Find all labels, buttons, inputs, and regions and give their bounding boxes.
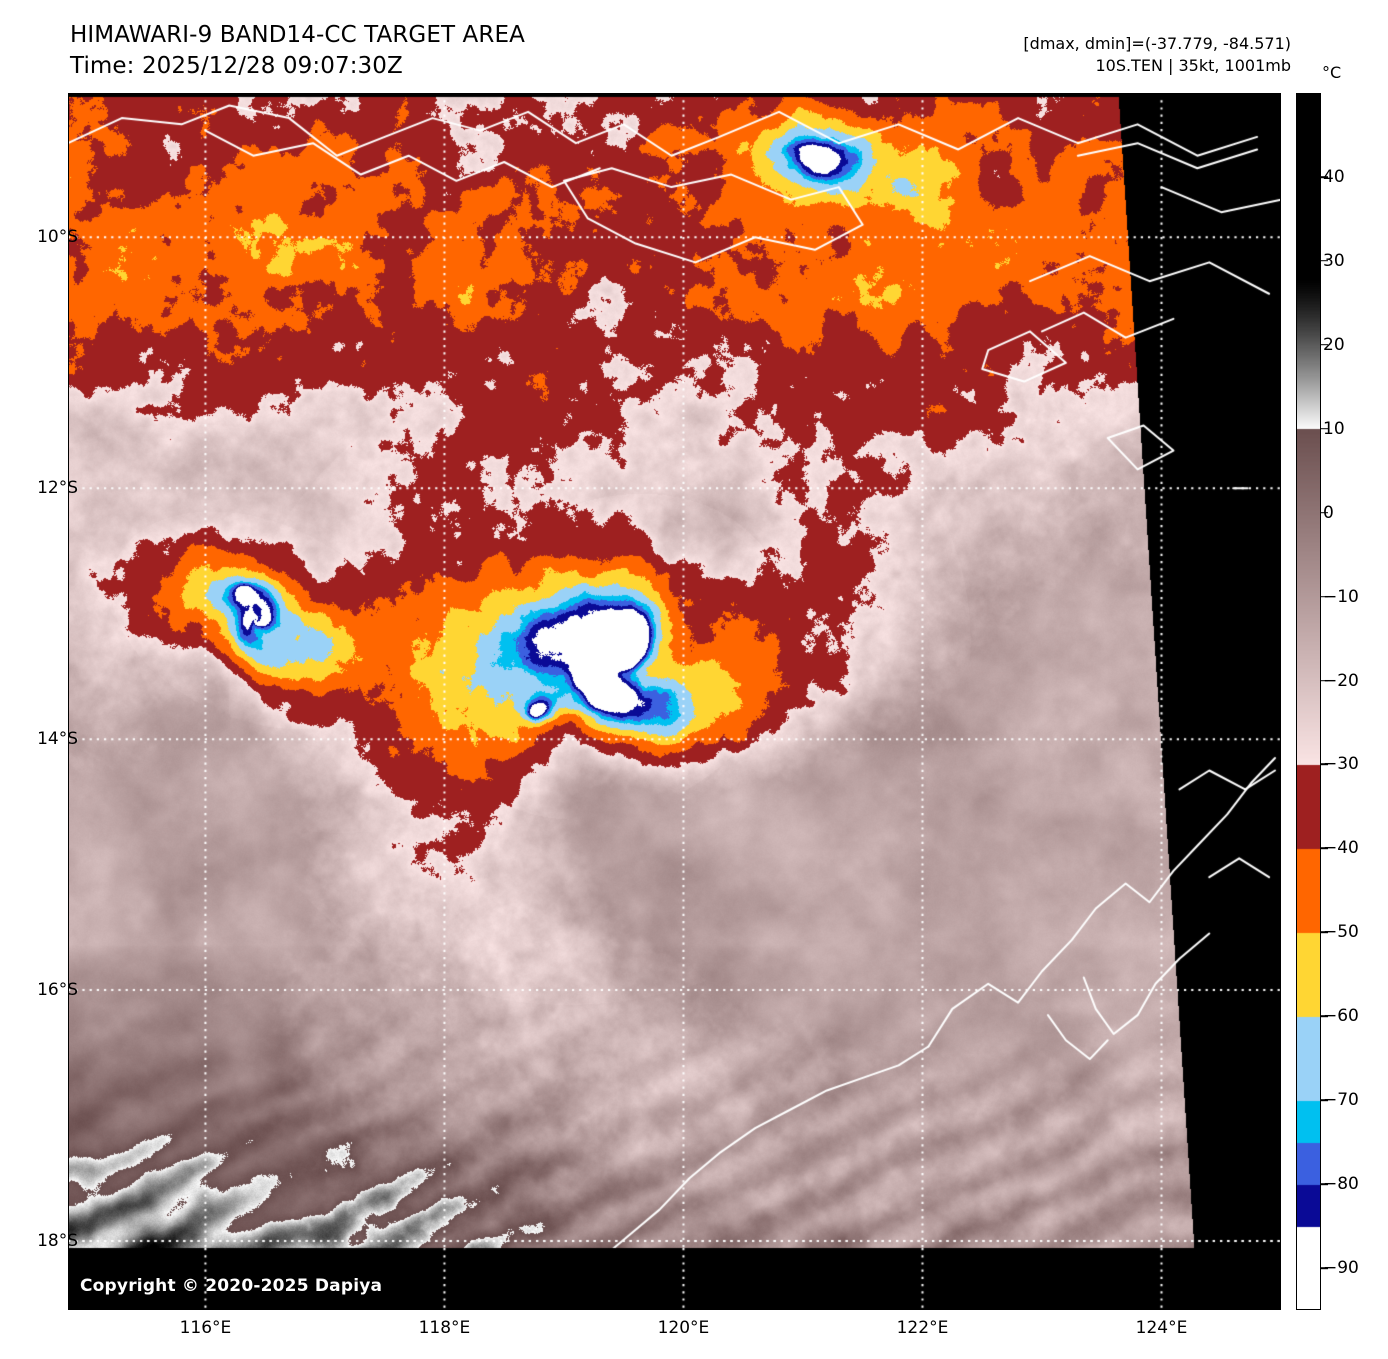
y-tick-label: 10°S xyxy=(37,227,78,248)
y-tick-label: 14°S xyxy=(37,729,78,750)
metadata-block: [dmax, dmin]=(-37.779, -84.571) 10S.TEN … xyxy=(1023,33,1291,77)
colorbar-tick-label: −10 xyxy=(1323,586,1359,607)
colorbar-tick-label: −40 xyxy=(1323,838,1359,859)
colorbar-tick-label: −90 xyxy=(1323,1258,1359,1279)
colorbar-tick-mark xyxy=(1321,763,1328,766)
storm-info-label: 10S.TEN | 35kt, 1001mb xyxy=(1095,56,1291,75)
colorbar-tick-label: −30 xyxy=(1323,754,1359,775)
colorbar-tick-mark xyxy=(1321,1015,1328,1018)
page-title: HIMAWARI-9 BAND14-CC TARGET AREA xyxy=(70,22,525,48)
colorbar-tick-mark xyxy=(1321,176,1328,178)
y-tick-label: 16°S xyxy=(37,980,78,1001)
colorbar-tick-mark xyxy=(1321,1183,1328,1185)
colorbar-tick-label: −50 xyxy=(1323,922,1359,943)
colorbar-tick-label: −60 xyxy=(1323,1006,1359,1027)
y-tick-label: 12°S xyxy=(37,478,78,499)
colorbar-tick-label: 30 xyxy=(1323,250,1345,271)
colorbar-tick-mark xyxy=(1321,595,1328,598)
colorbar-gradient xyxy=(1296,93,1321,1310)
x-tick-label: 122°E xyxy=(896,1318,949,1338)
colorbar-tick-mark xyxy=(1321,1267,1328,1269)
colorbar-tick-label: −20 xyxy=(1323,670,1359,691)
satellite-plot-area[interactable]: Copyright © 2020-2025 Dapiya xyxy=(68,93,1281,1310)
colorbar-tick-mark xyxy=(1321,343,1328,346)
dmax-dmin-label: [dmax, dmin]=(-37.779, -84.571) xyxy=(1023,34,1291,53)
colorbar-tick-mark xyxy=(1321,679,1328,682)
colorbar-units-label: °C xyxy=(1322,63,1342,82)
colorbar-tick-mark xyxy=(1321,847,1328,850)
title-block: HIMAWARI-9 BAND14-CC TARGET AREA Time: 2… xyxy=(70,20,525,82)
colorbar-tick-label: 40 xyxy=(1323,166,1345,187)
x-tick-label: 120°E xyxy=(657,1318,710,1338)
colorbar-tick-mark xyxy=(1321,931,1328,934)
colorbar-tick-label: 0 xyxy=(1323,502,1334,523)
colorbar[interactable] xyxy=(1296,93,1321,1310)
copyright-label: Copyright © 2020-2025 Dapiya xyxy=(80,1276,383,1296)
colorbar-tick-mark xyxy=(1321,427,1328,430)
timestamp-label: Time: 2025/12/28 09:07:30Z xyxy=(70,53,403,79)
colorbar-tick-label: −70 xyxy=(1323,1090,1359,1111)
colorbar-tick-label: −80 xyxy=(1323,1174,1359,1195)
x-tick-label: 116°E xyxy=(179,1318,232,1338)
x-tick-label: 124°E xyxy=(1135,1318,1188,1338)
colorbar-tick-label: 10 xyxy=(1323,418,1345,439)
x-tick-label: 118°E xyxy=(418,1318,471,1338)
colorbar-tick-mark xyxy=(1321,1099,1328,1101)
colorbar-tick-mark xyxy=(1321,511,1328,514)
y-tick-label: 18°S xyxy=(37,1230,78,1251)
colorbar-tick-mark xyxy=(1321,260,1328,262)
colorbar-tick-label: 20 xyxy=(1323,334,1345,355)
satellite-imagery-canvas[interactable] xyxy=(68,93,1281,1310)
